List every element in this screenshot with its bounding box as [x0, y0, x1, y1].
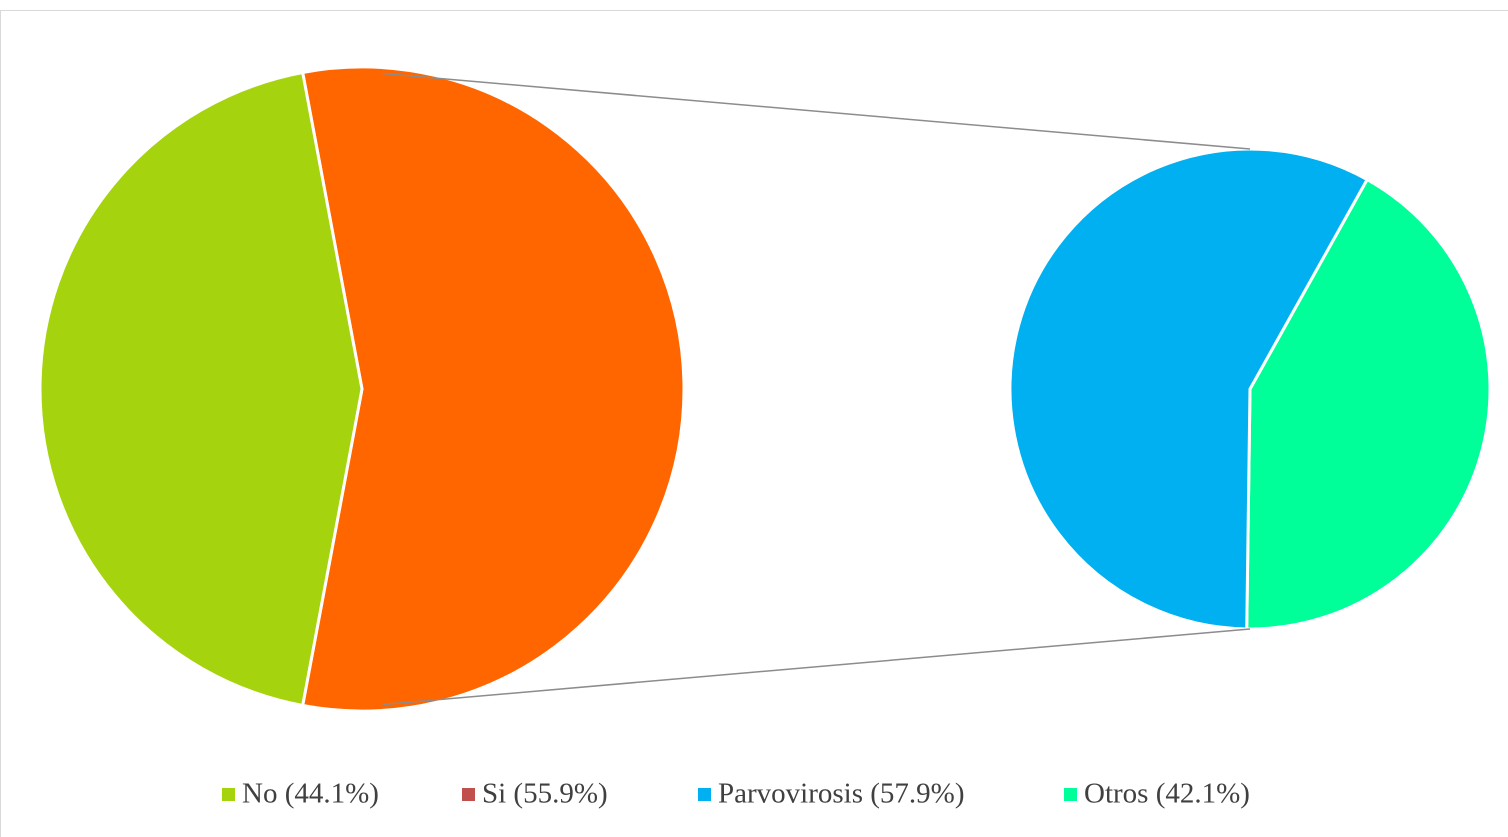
connector-line: [382, 628, 1251, 706]
chart-frame: [0, 10, 1508, 837]
pie-slice: [1245, 177, 1492, 631]
legend-swatch: [1064, 788, 1077, 801]
legend-label: Parvovirosis (57.9%): [718, 778, 964, 810]
legend-swatch: [222, 788, 235, 801]
legend-label: Si (55.9%): [482, 778, 608, 810]
pie-slice: [38, 70, 364, 708]
legend-label: No (44.1%): [242, 778, 379, 810]
legend-label: Otros (42.1%): [1084, 778, 1250, 810]
pie-slice: [300, 65, 686, 713]
connector-line: [382, 72, 1251, 150]
legend-swatch: [462, 788, 475, 801]
legend-swatch: [698, 788, 711, 801]
